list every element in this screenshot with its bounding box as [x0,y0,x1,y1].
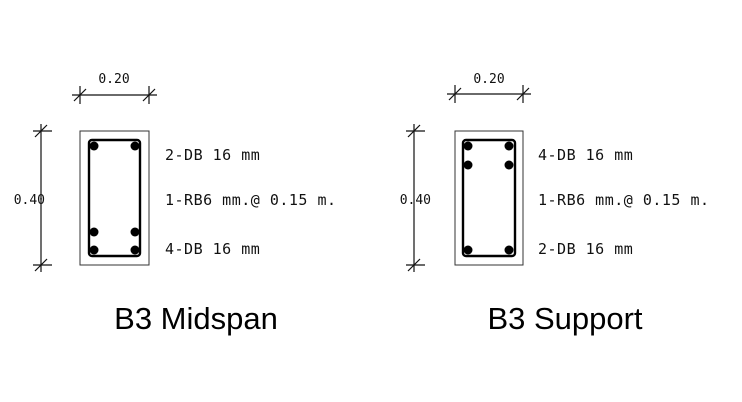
top-rebar-label: 4-DB 16 mm [538,146,633,164]
bottom-rebar-label: 4-DB 16 mm [165,240,260,258]
stirrup [87,138,142,258]
width-dimension: 0.20 [72,72,157,104]
rebar-second-right [504,160,514,170]
section-caption: B3 Midspan [114,301,278,336]
height-label: 0.40 [400,193,431,208]
stirrup-label: 1-RB6 mm.@ 0.15 m. [165,191,337,209]
top-rebar-label: 2-DB 16 mm [165,146,260,164]
stirrup [461,138,517,258]
rebar-top-left [89,141,99,151]
concrete-outline [454,130,524,266]
stirrup-label: 1-RB6 mm.@ 0.15 m. [538,191,710,209]
rebar-bottom-right [130,245,140,255]
height-dimension: 0.40 [400,124,431,272]
rebar-bottom-right [504,245,514,255]
rebar-top-right [504,141,514,151]
height-dimension: 0.40 [14,124,52,272]
section-caption: B3 Support [487,301,642,336]
concrete-outline [79,130,150,266]
rebar-second-left [463,160,473,170]
rebar-mid-right [130,227,140,237]
section-support: 0.20 0.40 4-DB 16 mm 1-RB6 mm.@ 0.15 m. … [400,72,710,336]
section-midspan: 0.20 0.40 2-DB 16 mm 1-RB6 mm.@ 0.15 m. … [14,72,337,336]
rebar-top-left [463,141,473,151]
width-label: 0.20 [473,72,504,87]
width-label: 0.20 [98,72,129,87]
rebar-bottom-left [463,245,473,255]
rebar-top-right [130,141,140,151]
width-dimension: 0.20 [447,72,531,103]
height-label: 0.40 [14,193,45,208]
rebar-bottom-left [89,245,99,255]
bottom-rebar-label: 2-DB 16 mm [538,240,633,258]
rebar-mid-left [89,227,99,237]
